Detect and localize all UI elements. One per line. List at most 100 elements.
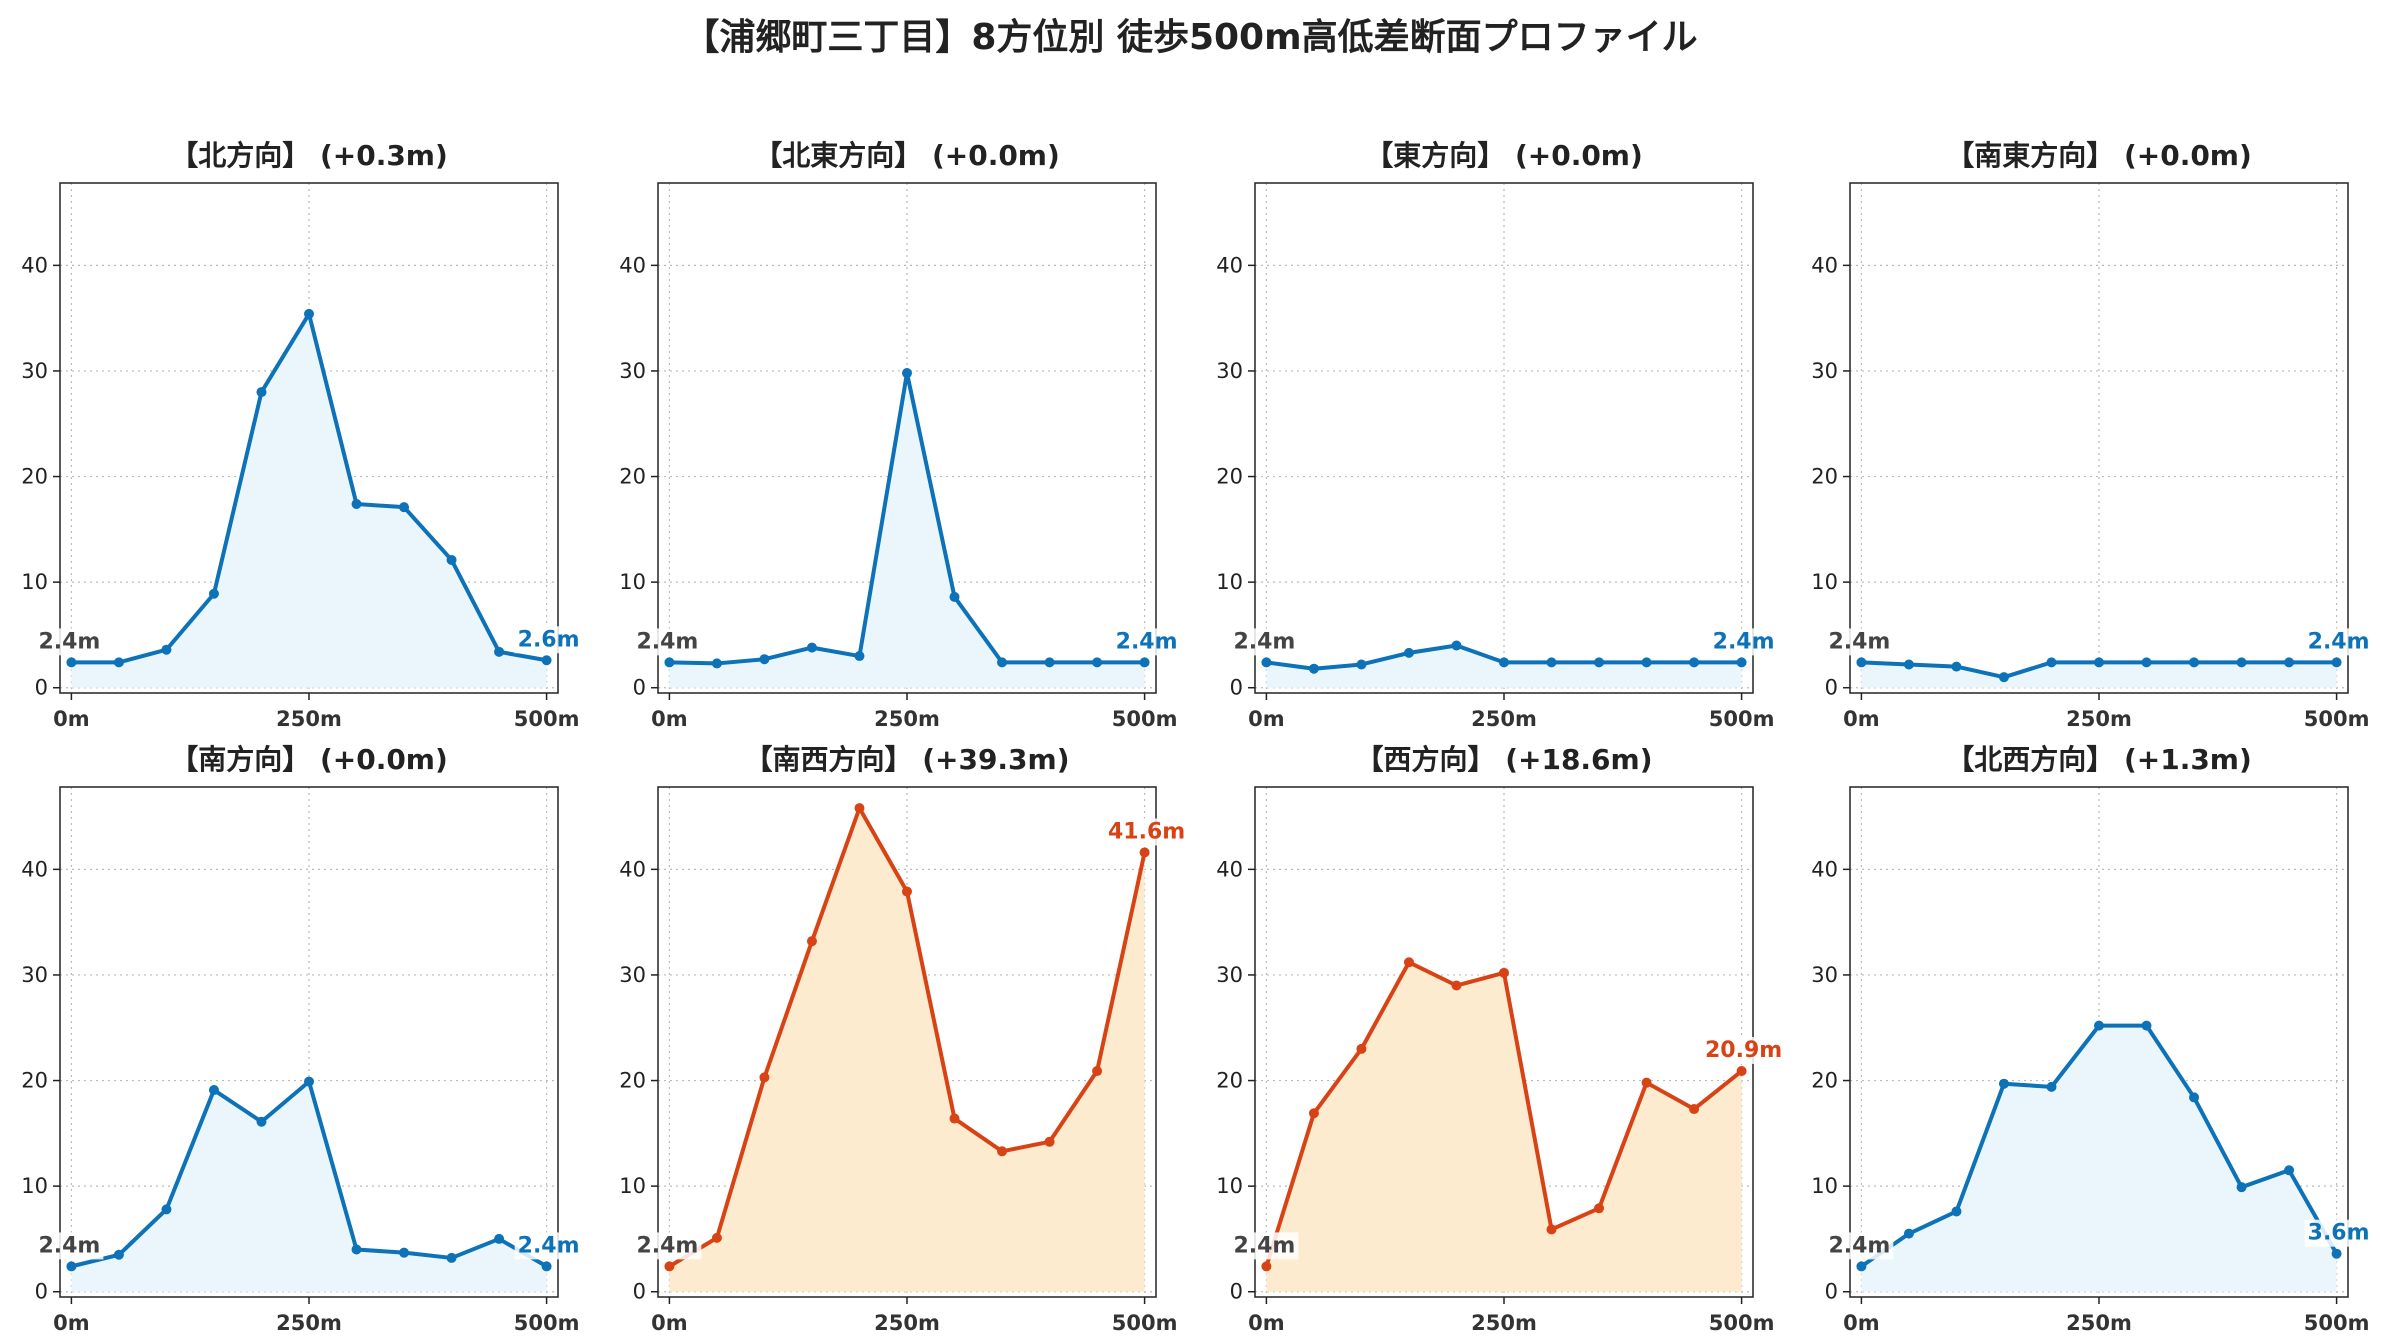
panel-8-area [1861, 1025, 2337, 1292]
panel-7-start-label: 2.4m [1233, 1233, 1295, 1258]
panel-1-start-label: 2.4m [38, 629, 100, 654]
panel-5-start-label-group: 2.4m [35, 1232, 104, 1260]
panel-7-point-10 [1736, 1066, 1747, 1077]
panel-6-area [669, 808, 1145, 1292]
panel-2-point-10 [1139, 657, 1150, 668]
panel-4-end-label-group: 2.4m [2304, 628, 2373, 656]
panel-8-ytick-label-10: 10 [1811, 1174, 1838, 1198]
panel-5-point-4 [256, 1116, 267, 1127]
panel-8-point-6 [2141, 1020, 2152, 1031]
panel-3-end-label-bg [1709, 628, 1778, 656]
panel-6-point-4 [854, 803, 865, 814]
panel-4-point-4 [2046, 657, 2057, 668]
panel-6-ytick-label-20: 20 [619, 1069, 646, 1093]
panel-8-point-4 [2046, 1081, 2057, 1092]
panel-6-point-10 [1139, 847, 1150, 858]
panel-4-point-3 [1998, 672, 2009, 683]
panel-6-title: 【南西方向】 (+39.3m) [744, 743, 1069, 776]
panel-5-ytick-label-0: 0 [35, 1280, 48, 1304]
panel-3-point-0 [1261, 657, 1272, 668]
panel-1-title: 【北方向】 (+0.3m) [170, 139, 448, 172]
panel-5-point-5 [304, 1076, 314, 1087]
panel-1-point-4 [256, 387, 267, 398]
panel-4-end-label: 2.4m [2308, 629, 2370, 654]
panel-7-point-5 [1499, 967, 1509, 978]
panel-8-end-label: 3.6m [2308, 1221, 2370, 1246]
panel-1-point-8 [446, 554, 457, 565]
panel-8-point-3 [1998, 1078, 2009, 1089]
panel-5-point-9 [494, 1233, 505, 1244]
panel-5-ytick-label-40: 40 [21, 857, 48, 881]
panel-6-ytick-label-40: 40 [619, 857, 646, 881]
panel-2-ytick-label-10: 10 [619, 570, 646, 594]
panel-8-ytick-label-20: 20 [1811, 1069, 1838, 1093]
panel-1-point-7 [399, 502, 410, 513]
panel-6-point-9 [1092, 1066, 1103, 1077]
panel-6-ytick-label-30: 30 [619, 963, 646, 987]
panel-5-xtick-label-0: 0m [53, 1311, 90, 1335]
panel-2-ytick-label-40: 40 [619, 253, 646, 277]
panel-7-start-label-bg [1230, 1232, 1299, 1260]
panel-4-start-label-group: 2.4m [1825, 628, 1894, 656]
panel-4-point-7 [2189, 657, 2200, 668]
panel-6-ytick-label-0: 0 [633, 1280, 646, 1304]
panel-8-xtick-label-0: 0m [1843, 1311, 1880, 1335]
panel-3-start-label-group: 2.4m [1230, 628, 1299, 656]
panel-7-point-0 [1261, 1261, 1272, 1272]
panel-8-point-10 [2331, 1248, 2342, 1259]
panel-8-title: 【北西方向】 (+1.3m) [1946, 743, 2252, 776]
panel-2-point-3 [806, 642, 817, 653]
panel-3-point-6 [1546, 657, 1557, 668]
panel-6-end-label: 41.6m [1108, 819, 1185, 844]
panel-5-title: 【南方向】 (+0.0m) [170, 743, 448, 776]
panel-3-point-4 [1451, 640, 1462, 651]
panel-3-point-1 [1308, 663, 1319, 674]
panel-2-end-label: 2.4m [1116, 629, 1178, 654]
panel-4-area [1861, 662, 2337, 688]
panel-1-point-3 [208, 588, 219, 599]
panel-2-end-label-group: 2.4m [1112, 628, 1181, 656]
panel-5-end-label-group: 2.4m [514, 1232, 583, 1260]
panel-1-point-2 [161, 644, 172, 655]
panel-6-point-8 [1044, 1136, 1055, 1147]
panel-7-start-label-group: 2.4m [1230, 1232, 1299, 1260]
panel-4-start-label-bg [1825, 628, 1894, 656]
panel-5-point-7 [399, 1247, 410, 1258]
panel-4-end-label-bg [2304, 628, 2373, 656]
panel-3-point-8 [1641, 657, 1652, 668]
panel-7-xtick-label-1: 250m [1471, 1311, 1537, 1335]
panel-8-xtick-label-2: 500m [2304, 1311, 2370, 1335]
panel-4-title: 【南東方向】 (+0.0m) [1946, 139, 2252, 172]
panel-2-start-label-group: 2.4m [633, 628, 702, 656]
panel-2-start-label: 2.4m [636, 629, 698, 654]
panel-2-end-label-bg [1112, 628, 1181, 656]
panel-5-point-3 [208, 1085, 219, 1096]
panel-7-xtick-label-2: 500m [1709, 1311, 1775, 1335]
panel-7-end-label-bg [1701, 1037, 1786, 1065]
panel-3-ytick-label-40: 40 [1216, 253, 1243, 277]
panel-3-ytick-label-30: 30 [1216, 359, 1243, 383]
panel-8-point-9 [2284, 1165, 2295, 1176]
panel-4-ytick-label-0: 0 [1825, 676, 1838, 700]
panel-5-ytick-label-20: 20 [21, 1069, 48, 1093]
panel-1-point-1 [113, 657, 124, 668]
panel-5-point-1 [113, 1249, 124, 1260]
panel-4-point-5 [2094, 657, 2104, 668]
panel-4-point-9 [2284, 657, 2295, 668]
panel-4-ytick-label-30: 30 [1811, 359, 1838, 383]
panel-6-point-0 [664, 1261, 675, 1272]
panel-3-point-10 [1736, 657, 1747, 668]
panel-8-point-8 [2236, 1182, 2247, 1193]
panel-7-point-1 [1308, 1108, 1319, 1119]
panel-8-end-label-bg [2304, 1219, 2373, 1247]
panel-2-point-0 [664, 657, 675, 668]
panel-7-point-9 [1689, 1104, 1700, 1115]
panel-7-point-3 [1403, 957, 1414, 968]
panel-2-point-7 [997, 657, 1008, 668]
panel-6-point-6 [949, 1113, 960, 1124]
panel-2-title: 【北東方向】 (+0.0m) [754, 139, 1060, 172]
panel-3-point-2 [1356, 659, 1367, 670]
panel-4-xtick-label-1: 250m [2066, 707, 2132, 731]
panel-7-point-2 [1356, 1043, 1367, 1054]
panel-1-point-5 [304, 308, 314, 319]
